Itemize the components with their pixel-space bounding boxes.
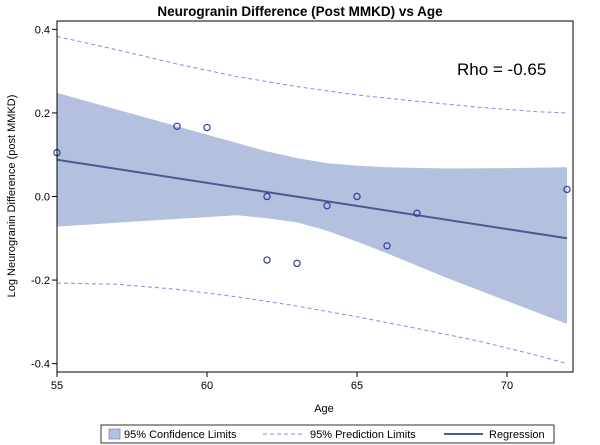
legend: 95% Confidence Limits 95% Prediction Lim… (100, 424, 555, 444)
y-tick-label: 0.4 (35, 24, 50, 36)
x-axis-label: Age (314, 403, 334, 415)
confidence-band (57, 92, 567, 324)
y-axis-ticks: -0.4 -0.2 0.0 0.2 0.4 (31, 24, 57, 371)
data-point (413, 209, 421, 217)
legend-label-regression: Regression (489, 429, 545, 441)
data-points (53, 122, 571, 268)
chart-title: Neurogranin Difference (Post MMKD) vs Ag… (157, 4, 443, 19)
data-point (263, 256, 271, 264)
data-point (383, 242, 391, 250)
y-axis-label: Log Neurogranin Difference (post MMKD) (6, 95, 18, 298)
y-tick-label: -0.2 (31, 275, 50, 287)
data-point (293, 259, 301, 268)
plot-area (53, 36, 571, 365)
y-tick-label: 0.0 (35, 192, 50, 204)
prediction-limit-lower (56, 282, 568, 365)
regression-line (56, 158, 568, 240)
y-tick-label: 0.2 (35, 108, 50, 120)
rho-annotation: Rho = -0.65 (457, 60, 546, 79)
data-point (323, 201, 331, 210)
y-tick-label: -0.4 (31, 359, 50, 371)
x-tick-label: 65 (351, 380, 363, 392)
x-tick-label: 70 (501, 380, 513, 392)
data-point (173, 122, 181, 131)
legend-frame (100, 424, 555, 444)
legend-swatch-confidence (108, 428, 121, 440)
legend-label-prediction: 95% Prediction Limits (310, 429, 416, 441)
data-point (203, 123, 211, 132)
prediction-limit-upper (56, 36, 568, 114)
x-tick-label: 60 (201, 380, 213, 392)
data-point (563, 185, 571, 194)
x-axis-ticks: 55 60 65 70 (51, 372, 513, 392)
x-tick-label: 55 (51, 380, 63, 392)
data-point (353, 192, 361, 201)
legend-label-confidence: 95% Confidence Limits (124, 429, 237, 441)
data-point (263, 192, 271, 201)
